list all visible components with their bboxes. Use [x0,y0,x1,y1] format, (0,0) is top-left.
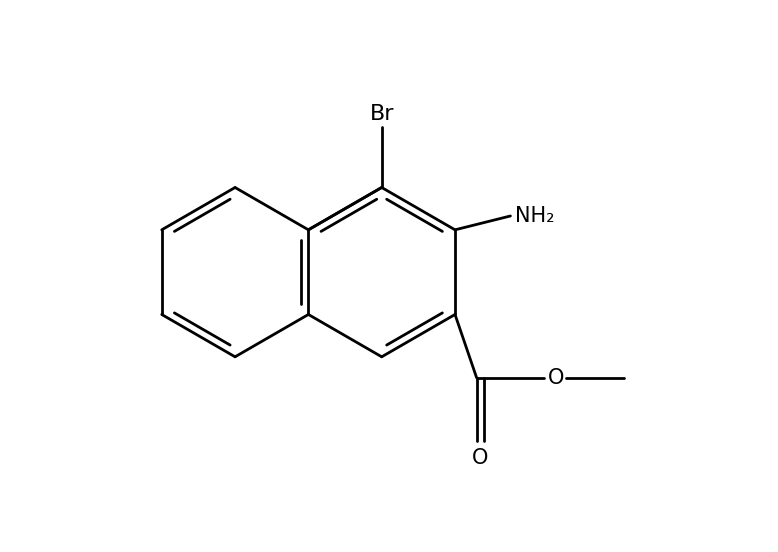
Text: O: O [471,448,489,469]
Text: Br: Br [370,104,394,124]
Text: O: O [548,368,565,388]
Text: NH₂: NH₂ [515,206,555,226]
